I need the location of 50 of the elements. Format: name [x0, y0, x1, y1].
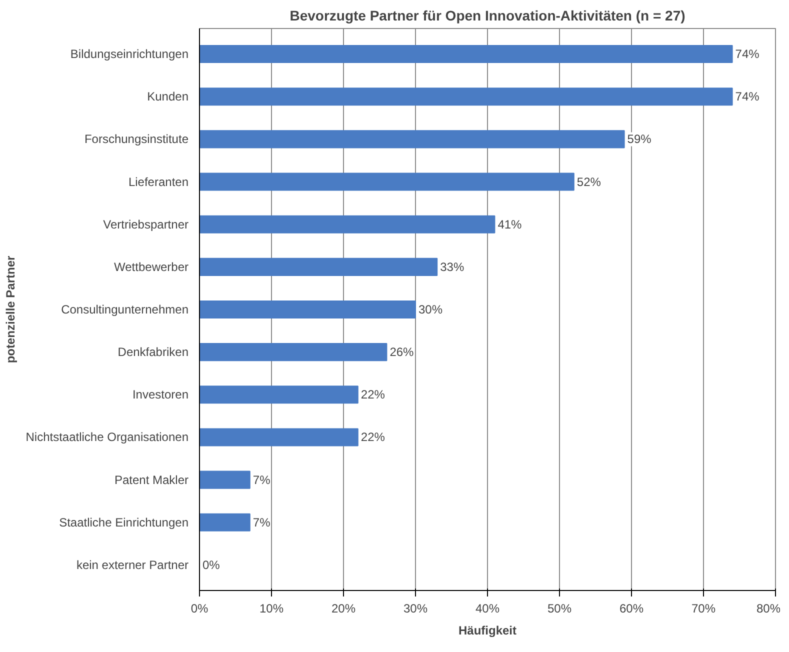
data-label: 26%: [390, 345, 414, 360]
data-label: 33%: [440, 260, 464, 274]
y-tick-label: Wettbewerber: [114, 260, 189, 274]
data-label: 74%: [735, 47, 760, 62]
x-tick-label: 40%: [475, 602, 500, 616]
x-axis-title: Häufigkeit: [458, 624, 517, 638]
x-tick-label: 50%: [547, 602, 572, 616]
data-label: 22%: [360, 388, 386, 402]
y-axis-title: potenzielle Partner: [4, 255, 18, 364]
data-label: 7%: [252, 515, 271, 530]
bar: [200, 215, 496, 234]
y-tick-label: Investoren: [132, 388, 189, 402]
bar: [200, 172, 574, 191]
bar: [200, 513, 250, 532]
data-label: 22%: [360, 430, 386, 444]
y-tick-label: Lieferanten: [128, 174, 188, 189]
y-tick-label: Kunden: [147, 90, 188, 104]
x-tick-label: 0%: [190, 602, 208, 616]
y-tick-label: Patent Makler: [114, 472, 189, 487]
y-tick-label: Vertriebspartner: [103, 217, 189, 232]
data-label: 41%: [498, 217, 522, 232]
bar: [200, 88, 733, 106]
bar: [200, 470, 250, 489]
y-tick-label: kein externer Partner: [76, 558, 189, 572]
x-tick-label: 60%: [619, 602, 644, 616]
data-label: 7%: [252, 472, 271, 487]
x-tick-label: 80%: [756, 602, 781, 616]
bar: [200, 300, 416, 319]
y-tick-label: Consultingunternehmen: [61, 302, 189, 316]
y-tick-label: Nichtstaatliche Organisationen: [26, 430, 189, 444]
bar: [200, 386, 358, 404]
data-label: 74%: [735, 90, 760, 104]
bar: [200, 45, 733, 64]
y-tick-label: Denkfabriken: [118, 345, 189, 360]
x-tick-label: 30%: [403, 602, 428, 616]
chart-title: Bevorzugte Partner für Open Innovation-Aktivitäten (n = 27): [290, 8, 686, 24]
x-tick-label: 70%: [691, 602, 716, 616]
x-tick-label: 20%: [331, 602, 356, 616]
data-label: 0%: [202, 558, 220, 572]
y-tick-label: Staatliche Einrichtungen: [59, 515, 189, 530]
bar: [200, 428, 358, 446]
y-tick-label: Forschungsinstitute: [84, 132, 189, 146]
bar: [200, 343, 388, 362]
data-label: 30%: [418, 302, 443, 316]
data-label: 52%: [576, 174, 602, 189]
data-label: 59%: [627, 132, 652, 146]
bar: [200, 258, 438, 276]
y-tick-label: Bildungseinrichtungen: [70, 47, 189, 62]
x-tick-label: 10%: [259, 602, 284, 616]
bar: [200, 130, 625, 148]
